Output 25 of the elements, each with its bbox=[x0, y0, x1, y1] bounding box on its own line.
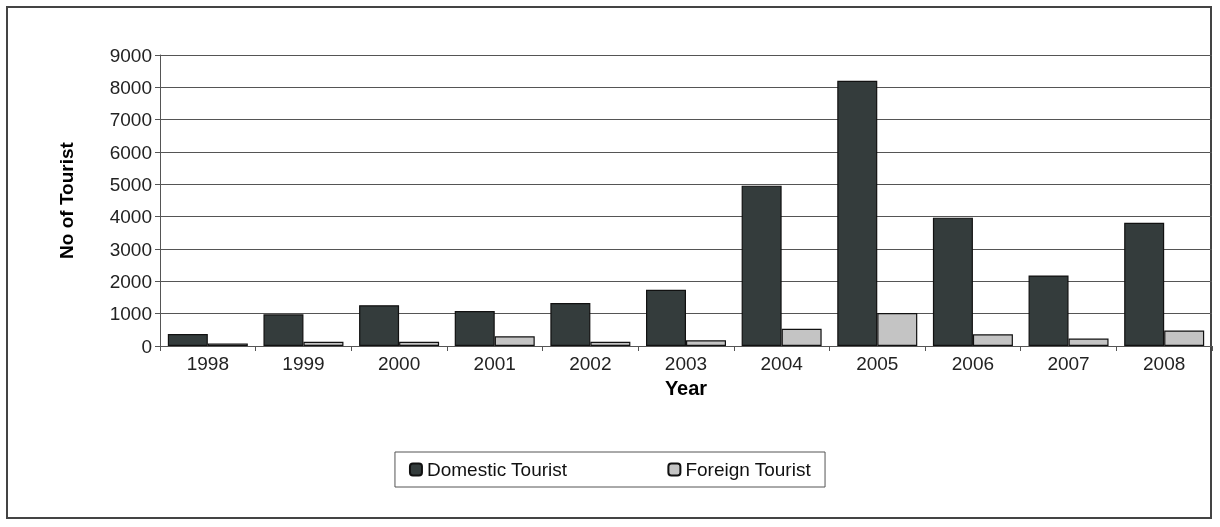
y-axis-title: No of Tourist bbox=[56, 141, 77, 259]
x-tick-label: 2000 bbox=[377, 353, 421, 374]
x-tick-label: 2007 bbox=[1047, 353, 1090, 374]
y-tick-label: 7000 bbox=[109, 109, 152, 131]
x-tick-label: 2008 bbox=[1143, 353, 1186, 374]
x-tick-label: 1999 bbox=[282, 353, 325, 374]
x-tick-label: 2002 bbox=[569, 353, 612, 374]
y-tick-label: 5000 bbox=[109, 173, 152, 195]
y-tick-label: 9000 bbox=[109, 44, 152, 66]
x-tick-label: 2004 bbox=[760, 353, 804, 374]
x-tick-label: 2001 bbox=[473, 353, 516, 374]
x-tick-label: 2006 bbox=[951, 353, 995, 374]
x-tick-label: 1998 bbox=[186, 353, 229, 374]
y-tick-label: 2000 bbox=[109, 270, 152, 292]
y-tick-label: 1000 bbox=[109, 303, 152, 325]
legend-label: Domestic Tourist bbox=[426, 459, 568, 480]
y-tick-label: 6000 bbox=[109, 141, 152, 163]
legend-label: Foreign Tourist bbox=[685, 459, 812, 480]
y-tick-label: 8000 bbox=[109, 76, 152, 98]
y-tick-label: 3000 bbox=[109, 238, 152, 260]
y-tick-label: 0 bbox=[141, 335, 152, 357]
x-axis-title: Year bbox=[664, 376, 708, 399]
y-tick-label: 4000 bbox=[109, 206, 152, 228]
x-tick-label: 2005 bbox=[856, 353, 899, 374]
x-tick-label: 2003 bbox=[664, 353, 708, 374]
